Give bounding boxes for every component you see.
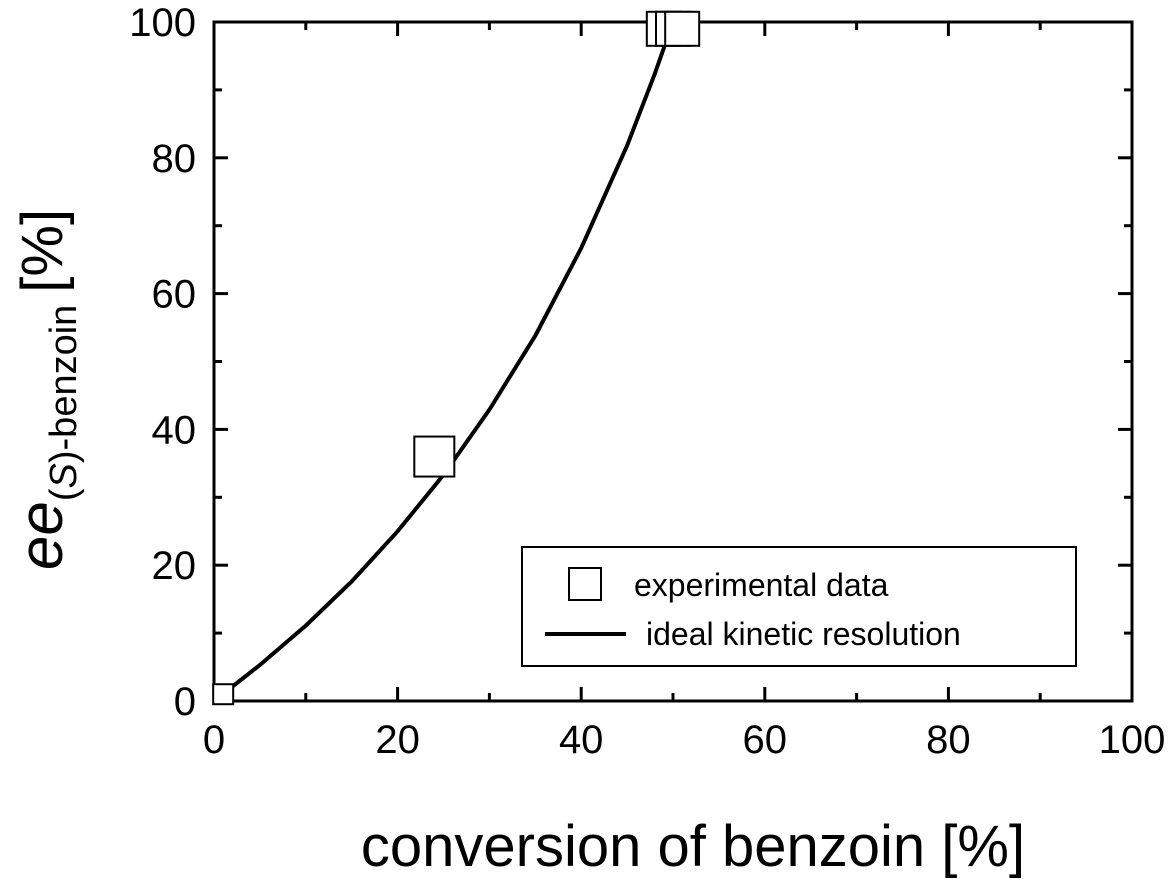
series-line-path (212, 21, 675, 703)
y-axis-title-subscript-suffix: )-benzoin (43, 305, 85, 463)
y-tick-label: 60 (152, 273, 197, 317)
x-tick-label: 0 (203, 718, 225, 762)
legend-label-experimental-data: experimental data (634, 567, 889, 603)
series-experimental-data (212, 10, 701, 706)
legend-label-ideal-kinetic-resolution: ideal kinetic resolution (646, 616, 961, 652)
x-axis-title: conversion of benzoin [%] (361, 814, 1025, 879)
y-axis-title-subscript-prefix: ( (43, 488, 85, 501)
legend: experimental data ideal kinetic resoluti… (521, 546, 1077, 667)
y-axis: 0 20 40 60 80 100 (129, 1, 1132, 724)
x-tick-label: 80 (926, 718, 971, 762)
y-axis-title-subscript-italic: S (43, 463, 85, 488)
y-axis-title: ee(S)-benzoin [%] (7, 209, 85, 570)
x-tick-label: 20 (375, 718, 420, 762)
data-point (413, 435, 456, 478)
y-tick-label: 40 (152, 408, 197, 452)
y-axis-title-main: ee (7, 501, 76, 570)
legend-marker-square (568, 567, 602, 601)
y-tick-label: 100 (129, 1, 196, 45)
data-point (664, 10, 701, 47)
x-tick-label: 60 (743, 718, 788, 762)
y-tick-label: 20 (152, 544, 197, 588)
x-tick-label: 40 (559, 718, 604, 762)
y-tick-label: 0 (174, 680, 196, 724)
data-point (212, 683, 235, 706)
y-tick-label: 80 (152, 137, 197, 181)
series-ideal-kinetic-resolution (212, 21, 675, 703)
legend-box (521, 546, 1077, 667)
x-tick-label: 100 (1099, 718, 1166, 762)
y-axis-title-unit: [%] (10, 209, 75, 293)
